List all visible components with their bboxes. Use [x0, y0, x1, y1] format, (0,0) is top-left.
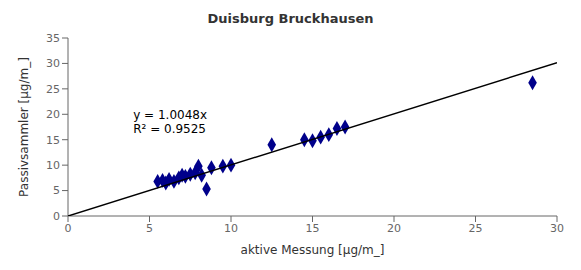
html-text:Duisburg Bruckhausen: Duisburg Bruckhausen: [207, 11, 374, 26]
svg-text:aktive Messung [µg/m_]: aktive Messung [µg/m_]: [241, 243, 385, 257]
svg-text:0: 0: [53, 210, 60, 223]
svg-text:10: 10: [46, 159, 60, 172]
svg-text:15: 15: [46, 134, 60, 147]
svg-text:30: 30: [46, 57, 60, 70]
svg-text:y = 1.0048xR² = 0.9525: y = 1.0048xR² = 0.9525: [133, 108, 207, 136]
svg-text:15: 15: [306, 222, 320, 235]
svg-text:20: 20: [387, 222, 401, 235]
svg-text:Passivsammler [µg/m_]: Passivsammler [µg/m_]: [17, 57, 31, 197]
svg-text:20: 20: [46, 108, 60, 121]
svg-text:5: 5: [53, 184, 60, 197]
svg-text:5: 5: [146, 222, 153, 235]
svg-text:10: 10: [224, 222, 238, 235]
svg-text:0: 0: [65, 222, 72, 235]
svg-text:25: 25: [46, 83, 60, 96]
svg-text:25: 25: [469, 222, 483, 235]
svg-text:35: 35: [46, 32, 60, 45]
svg-text:30: 30: [550, 222, 564, 235]
